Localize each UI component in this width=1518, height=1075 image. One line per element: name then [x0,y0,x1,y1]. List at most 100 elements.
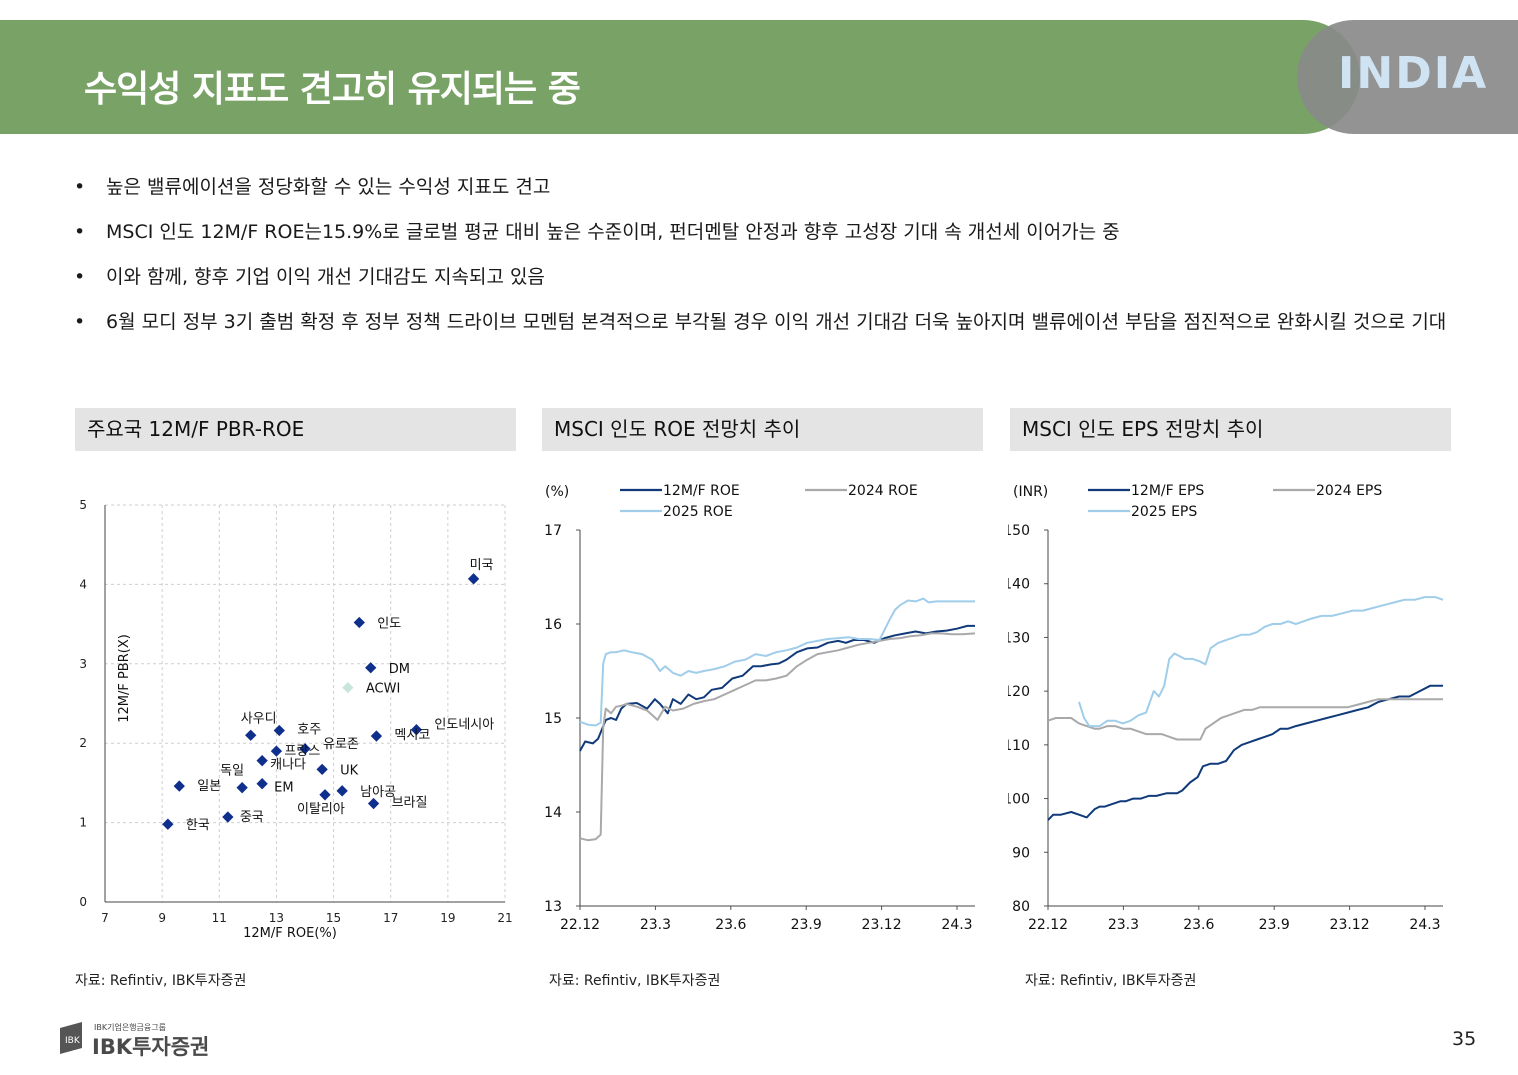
x-tick-label: 21 [497,911,512,925]
y-tick-label: 120 [1008,684,1030,700]
point-label: 남아공 [360,785,396,800]
x-tick-label: 13 [269,911,284,925]
x-tick-label: 23.12 [1330,917,1370,933]
point-label: 프랑스 [284,744,320,759]
x-tick-label: 23.6 [715,917,746,933]
scatter-point [316,763,328,776]
scatter-point [256,778,268,790]
y-tick-label: 3 [79,657,87,671]
scatter-point [336,785,348,797]
point-label: 브라질 [392,796,428,811]
x-tick-label: 17 [383,911,398,925]
india-logo-badge [1297,20,1518,134]
point-label: 중국 [240,810,264,825]
eps-line-chart: (INR) 80 90 100 110 120 130 140 150 22.12 23.3 23.6… [1008,483,1444,933]
y-tick-label: 140 [1008,577,1030,593]
point-label: UK [340,763,359,778]
x-tick-label: 22.12 [1028,917,1068,933]
ibk-logo-icon: IBK [60,1022,82,1054]
point-label: 호주 [297,722,321,737]
point-label: 일본 [197,779,221,794]
point-label: 한국 [186,818,210,833]
point-label: EM [274,781,293,796]
legend-label: 12M/F EPS [1131,483,1204,499]
unit-label: (INR) [1013,484,1048,500]
scatter-point [270,745,283,757]
point-label: 인도네시아 [434,718,494,733]
x-tick-label: 24.3 [1409,917,1440,933]
x-tick-label: 7 [101,911,109,925]
panel-title-eps: MSCI 인도 EPS 전망치 추이 [1010,408,1451,451]
y-axis-label: 12M/F PBR(X) [117,634,132,723]
y-tick-label: 150 [1008,523,1030,539]
scatter-point [367,797,380,810]
x-tick-label: 9 [158,911,166,925]
x-tick-label: 11 [212,911,227,925]
scatter-point [319,789,331,801]
x-tick-label: 23.6 [1183,917,1214,933]
scatter-point [467,573,480,585]
y-tick-label: 4 [79,577,87,591]
x-tick-label: 19 [440,911,455,925]
y-tick-label: 1 [79,816,87,830]
bullet-item: 이와 함께, 향후 기업 이익 개선 기대감도 지속되고 있음 [74,262,1454,292]
point-label: 미국 [470,558,494,573]
source-note: 자료: Refintiv, IBK투자증권 [1025,973,1197,989]
y-tick-label: 100 [1008,792,1030,808]
panel-title-roe: MSCI 인도 ROE 전망치 추이 [542,408,983,451]
company-name: IBK투자증권 [92,1035,210,1059]
legend-label: 12M/F ROE [663,483,740,499]
y-tick-label: 15 [544,711,562,727]
y-tick-label: 14 [544,805,562,821]
point-label: 캐나다 [270,758,306,773]
x-tick-label: 23.12 [862,917,902,933]
bullet-item: 6월 모디 정부 3기 출범 확정 후 정부 정책 드라이브 모멘텀 본격적으로… [74,307,1454,337]
scatter-point [162,818,174,830]
y-tick-label: 16 [544,617,562,633]
y-tick-label: 110 [1008,738,1030,754]
series-line [579,624,975,752]
scatter-point [173,780,185,792]
scatter-point [273,724,285,737]
point-label: 인도 [377,617,401,632]
point-label: 독일 [220,764,244,779]
unit-label: (%) [545,484,569,500]
roe-line-chart: (%) 13 14 15 16 17 22.12 23.3 23.6 23.9 23.12 24.3 1… [544,483,976,933]
scatter-point [370,730,383,742]
x-tick-label: 24.3 [941,917,972,933]
scatter-point [342,681,354,694]
panel-title-pbr-roe: 주요국 12M/F PBR-ROE [75,408,516,451]
y-tick-label: 90 [1012,845,1030,861]
point-label: ACWI [366,682,400,697]
scatter-point [299,743,311,755]
source-note: 자료: Refintiv, IBK투자증권 [549,973,721,989]
x-axis-label: 12M/F ROE(%) [243,926,337,941]
scatter-point [256,755,268,767]
source-note: 자료: Refintiv, IBK투자증권 [75,973,247,989]
point-label: 사우디 [241,711,277,726]
bullet-list: 높은 밸류에이션을 정당화할 수 있는 수익성 지표도 견고 MSCI 인도 1… [74,172,1454,352]
legend-label: 2024 ROE [848,483,918,499]
y-tick-label: 130 [1008,630,1030,646]
page-title: 수익성 지표도 견고히 유지되는 중 [84,69,581,110]
legend-label: 2025 ROE [663,504,733,520]
point-label: 이탈리아 [297,802,345,817]
series-line [579,597,975,727]
bullet-item: 높은 밸류에이션을 정당화할 수 있는 수익성 지표도 견고 [74,172,1454,202]
x-tick-label: 23.3 [1108,917,1139,933]
bullet-item: MSCI 인도 12M/F ROE는15.9%로 글로벌 평균 대비 높은 수준… [74,217,1454,247]
scatter-point [236,782,248,794]
group-name: IBK기업은행금융그룹 [94,1023,166,1032]
y-tick-label: 2 [79,736,87,750]
scatter-point [410,724,423,736]
point-label: 멕시코 [394,728,430,743]
y-tick-label: 5 [79,498,87,512]
series-line [1047,698,1443,741]
pbr-roe-scatter-chart: 7 9 11 13 15 17 19 21 0 1 2 3 4 5 12M/F ROE(%) 12M/F PB… [79,498,512,941]
x-tick-label: 15 [326,911,341,925]
y-tick-label: 17 [544,523,562,539]
point-label: DM [389,662,410,677]
scatter-point [353,616,365,629]
x-tick-label: 23.3 [640,917,671,933]
scatter-point [245,729,257,741]
